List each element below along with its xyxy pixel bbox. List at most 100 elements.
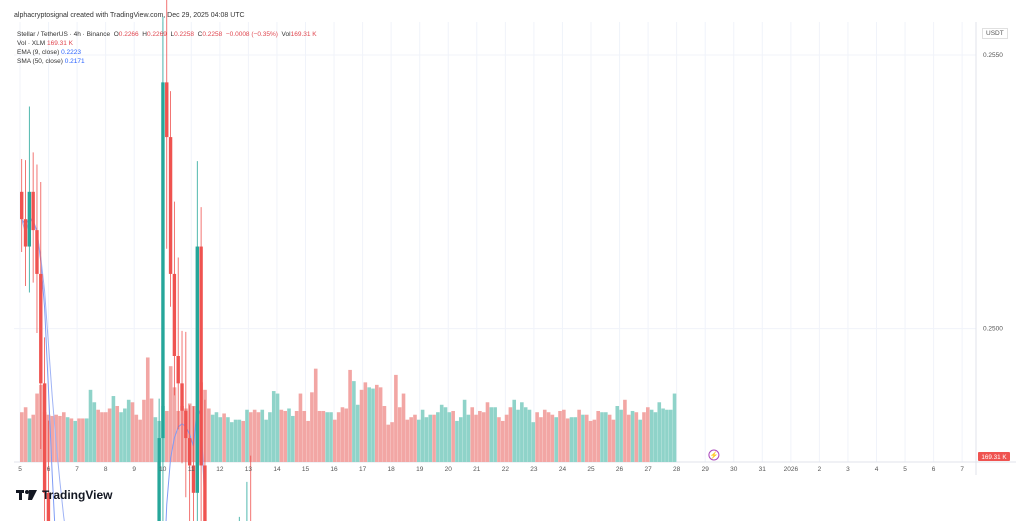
candle — [35, 164, 39, 334]
volume-bar — [363, 382, 368, 462]
volume-bar — [462, 399, 467, 462]
svg-text:25: 25 — [587, 466, 595, 473]
candle — [184, 331, 188, 498]
candle — [20, 158, 24, 253]
volume-bar — [520, 402, 524, 462]
volume-bar — [611, 419, 616, 462]
volume-bar — [623, 399, 627, 462]
sma-line[interactable] — [21, 218, 709, 521]
svg-text:29: 29 — [702, 466, 710, 473]
candle — [157, 398, 161, 521]
candle — [195, 161, 199, 521]
volume-bar — [474, 414, 478, 462]
volume-bar — [298, 393, 303, 462]
volume-bar — [657, 402, 662, 462]
currency-label[interactable]: USDT — [982, 28, 1008, 39]
candlesticks — [20, 0, 252, 521]
chart-legend: Stellar / TetherUS · 4h · Binance O0.226… — [17, 30, 317, 66]
symbol-ohlc-row[interactable]: Stellar / TetherUS · 4h · Binance O0.226… — [17, 31, 317, 38]
indicator-volume[interactable]: Vol · XLM 169.31 K — [17, 40, 74, 47]
volume-bar — [497, 417, 501, 462]
volume-bar — [581, 414, 585, 462]
volume-bar — [401, 393, 406, 462]
volume-bar — [77, 418, 81, 462]
volume-bar — [428, 414, 433, 462]
volume-bar — [264, 419, 268, 462]
svg-text:3: 3 — [846, 466, 850, 473]
volume-bar — [600, 412, 604, 462]
volume-bar — [604, 412, 608, 462]
svg-text:169.31 K: 169.31 K — [981, 454, 1007, 461]
svg-text:16: 16 — [330, 466, 338, 473]
svg-text:9: 9 — [132, 466, 136, 473]
volume-bar — [50, 415, 55, 462]
volume-bar — [35, 393, 39, 462]
volume-bar — [149, 398, 154, 462]
volume-bar — [222, 413, 226, 462]
time-axis[interactable]: 5 6 7 8 9 10 11 12 13 14 15 16 17 18 19 20 21 22 23 24 25 26 2… — [18, 449, 964, 473]
volume-bar — [107, 408, 112, 462]
indicator-sma[interactable]: SMA (50, close) 0.2171 — [17, 58, 85, 65]
candle — [31, 152, 35, 283]
volume-bar — [65, 417, 70, 462]
volume-bar — [61, 412, 66, 462]
candle — [39, 181, 43, 450]
svg-text:24: 24 — [559, 466, 567, 473]
volume-bar — [500, 420, 505, 462]
volume-bar — [241, 420, 245, 462]
svg-text:5: 5 — [903, 466, 907, 473]
volume-bar — [96, 409, 100, 462]
candle — [176, 257, 180, 430]
volume-bar — [584, 414, 589, 462]
volume-bar — [279, 409, 284, 462]
price-axis[interactable]: 0.25500.25000.24500.24000.23500.23000.22… — [946, 52, 1010, 521]
volume-bar — [420, 409, 425, 462]
volume-bar — [237, 419, 242, 462]
volume-bar — [210, 414, 215, 462]
volume-bar — [172, 387, 177, 462]
tradingview-logo-icon — [16, 490, 37, 500]
tradingview-logo[interactable]: TradingView — [16, 488, 112, 502]
volume-bar — [340, 407, 345, 462]
svg-text:15: 15 — [302, 466, 310, 473]
svg-text:7: 7 — [75, 466, 79, 473]
volume-bar — [313, 368, 318, 462]
svg-text:28: 28 — [673, 466, 681, 473]
volume-bar — [142, 399, 146, 462]
volume-bar — [649, 409, 654, 462]
volume-bar — [329, 412, 333, 462]
volume-bar — [443, 407, 448, 462]
svg-text:⚡: ⚡ — [710, 451, 719, 460]
volume-bar — [321, 410, 326, 462]
volume-bar — [165, 410, 169, 462]
svg-text:22: 22 — [502, 466, 510, 473]
volume-bar — [256, 412, 261, 462]
volume-bar — [100, 412, 104, 462]
volume-bar — [378, 387, 383, 462]
volume-bar — [458, 417, 463, 462]
volume-bar — [374, 384, 379, 462]
svg-text:0.2550: 0.2550 — [983, 52, 1003, 59]
volume-value: 169.31 K — [290, 31, 317, 38]
indicator-ema[interactable]: EMA (9, close) 0.2223 — [17, 49, 81, 56]
volume-bar — [291, 415, 295, 462]
svg-text:19: 19 — [416, 466, 424, 473]
volume-bar — [268, 412, 272, 462]
lightning-icon[interactable] — [708, 449, 720, 461]
svg-text:30: 30 — [730, 466, 738, 473]
volume-bar — [245, 409, 249, 462]
ema-line[interactable] — [21, 217, 709, 521]
candle — [161, 16, 165, 521]
open-value: 0.2266 — [118, 31, 139, 38]
volume-bar — [103, 412, 108, 462]
volume-bar — [642, 412, 646, 462]
volume-bar — [439, 404, 444, 462]
svg-text:2: 2 — [818, 466, 822, 473]
volume-bar — [436, 412, 440, 462]
volume-bar — [382, 406, 387, 462]
change-value: −0.0008 (−0.35%) — [225, 31, 278, 38]
volume-badge: 169.31 K — [978, 452, 1010, 461]
volume-bar — [176, 410, 181, 462]
svg-text:13: 13 — [245, 466, 253, 473]
